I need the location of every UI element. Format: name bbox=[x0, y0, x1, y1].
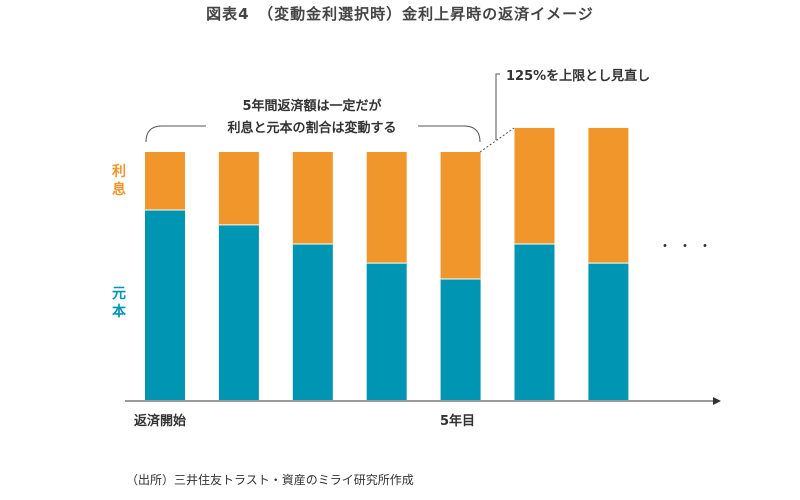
x-label-year5: 5年目 bbox=[440, 414, 476, 429]
bar-principal-segment bbox=[145, 210, 185, 400]
bracket bbox=[145, 125, 481, 143]
source-note: （出所）三井住友トラスト・資産のミライ研究所作成 bbox=[126, 473, 414, 487]
bracket-note-line1: 5年間返済額は一定だが bbox=[242, 99, 382, 114]
bracket-note-line2: 利息と元本の割合は変動する bbox=[227, 121, 397, 136]
bar-principal-segment bbox=[218, 224, 259, 400]
interest-label: 利息 bbox=[112, 164, 126, 198]
bar-interest-segment bbox=[145, 152, 185, 211]
cap-dotted-line bbox=[479, 127, 515, 153]
bar-interest-segment bbox=[514, 127, 555, 245]
bar-interest-segment bbox=[440, 152, 481, 279]
cap-leader-line bbox=[495, 73, 500, 140]
bar-principal-segment bbox=[514, 244, 555, 400]
principal-label: 元本 bbox=[112, 286, 126, 320]
bar-principal-segment bbox=[366, 263, 407, 400]
cap-note: 125%を上限とし見直し bbox=[506, 69, 651, 84]
bar-interest-segment bbox=[366, 152, 407, 264]
bar-interest-segment bbox=[588, 127, 629, 264]
continuation-dots: ・・・ bbox=[658, 239, 718, 255]
x-label-start: 返済開始 bbox=[134, 414, 187, 429]
bar-principal-segment bbox=[588, 263, 629, 400]
figure-title: 図表4 （変動金利選択時）金利上昇時の返済イメージ bbox=[206, 5, 594, 23]
bar-interest-segment bbox=[292, 152, 333, 245]
bar-principal-segment bbox=[440, 278, 481, 400]
bracket-note: 5年間返済額は一定だが 利息と元本の割合は変動する bbox=[206, 96, 418, 140]
bar-interest-segment bbox=[218, 152, 259, 225]
x-axis-arrow-icon bbox=[713, 397, 721, 405]
bar-principal-segment bbox=[292, 244, 333, 400]
